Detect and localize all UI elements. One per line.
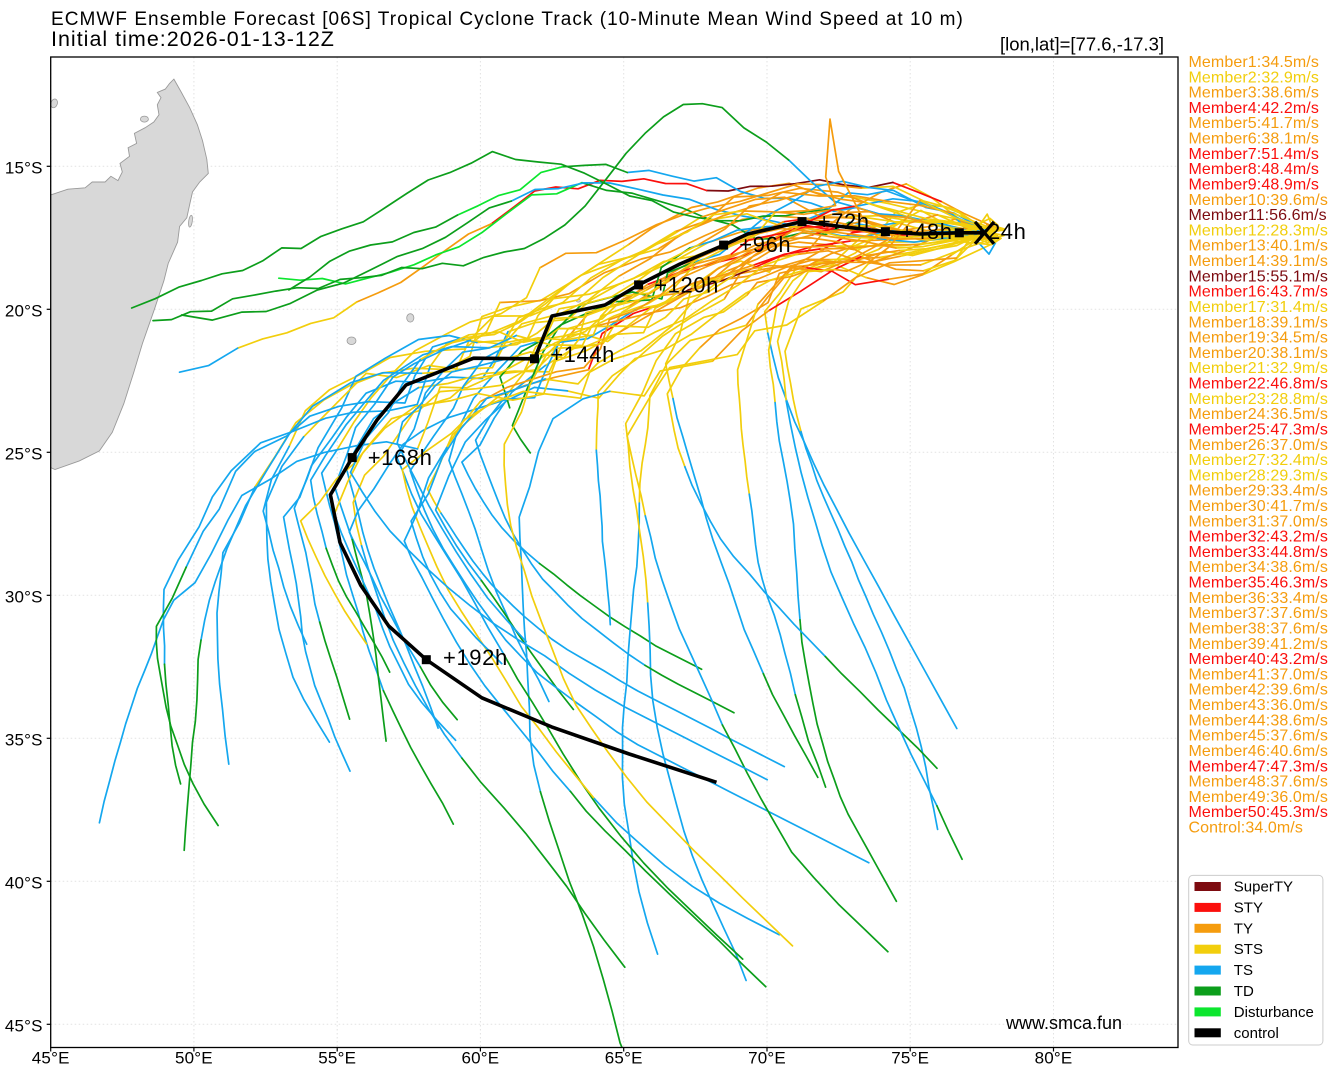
svg-text:Member4:42.2m/s: Member4:42.2m/s <box>1189 100 1319 117</box>
svg-text:45°E: 45°E <box>32 1049 70 1068</box>
svg-text:Member7:51.4m/s: Member7:51.4m/s <box>1189 146 1319 163</box>
svg-text:Member44:38.6m/s: Member44:38.6m/s <box>1189 712 1328 729</box>
svg-text:Disturbance: Disturbance <box>1234 1004 1314 1021</box>
svg-text:Member30:41.7m/s: Member30:41.7m/s <box>1189 498 1328 515</box>
svg-text:TD: TD <box>1234 983 1254 1000</box>
svg-text:Member20:38.1m/s: Member20:38.1m/s <box>1189 345 1328 362</box>
svg-text:Member31:37.0m/s: Member31:37.0m/s <box>1189 513 1328 530</box>
svg-text:Member1:34.5m/s: Member1:34.5m/s <box>1189 54 1319 71</box>
svg-text:Member50:45.3m/s: Member50:45.3m/s <box>1189 804 1328 821</box>
svg-text:Member19:34.5m/s: Member19:34.5m/s <box>1189 330 1328 347</box>
svg-text:Member23:28.8m/s: Member23:28.8m/s <box>1189 391 1328 408</box>
svg-text:Member33:44.8m/s: Member33:44.8m/s <box>1189 544 1328 561</box>
svg-text:Member45:37.6m/s: Member45:37.6m/s <box>1189 728 1328 745</box>
svg-text:60°E: 60°E <box>461 1049 499 1068</box>
svg-text:Member17:31.4m/s: Member17:31.4m/s <box>1189 299 1328 316</box>
svg-text:Member11:56.6m/s: Member11:56.6m/s <box>1189 207 1327 224</box>
svg-text:50°E: 50°E <box>175 1049 213 1068</box>
svg-text:70°E: 70°E <box>748 1049 786 1068</box>
svg-text:Member14:39.1m/s: Member14:39.1m/s <box>1189 253 1328 270</box>
svg-text:40°S: 40°S <box>5 873 43 892</box>
svg-text:Member3:38.6m/s: Member3:38.6m/s <box>1189 85 1319 102</box>
svg-text:30°S: 30°S <box>5 587 43 606</box>
svg-text:Member25:47.3m/s: Member25:47.3m/s <box>1189 421 1328 438</box>
svg-text:Member42:39.6m/s: Member42:39.6m/s <box>1189 682 1328 699</box>
svg-text:65°E: 65°E <box>605 1049 643 1068</box>
svg-text:Member39:41.2m/s: Member39:41.2m/s <box>1189 636 1328 653</box>
svg-text:Member2:32.9m/s: Member2:32.9m/s <box>1189 69 1319 86</box>
svg-text:[lon,lat]=[77.6,-17.3]: [lon,lat]=[77.6,-17.3] <box>1000 34 1164 55</box>
svg-text:15°S: 15°S <box>5 158 43 177</box>
svg-text:Member48:37.6m/s: Member48:37.6m/s <box>1189 774 1328 791</box>
svg-text:Member32:43.2m/s: Member32:43.2m/s <box>1189 529 1328 546</box>
svg-text:35°S: 35°S <box>5 730 43 749</box>
svg-text:TS: TS <box>1234 962 1253 979</box>
svg-text:Member21:32.9m/s: Member21:32.9m/s <box>1189 360 1328 377</box>
svg-text:Member46:40.6m/s: Member46:40.6m/s <box>1189 743 1328 760</box>
svg-text:Member38:37.6m/s: Member38:37.6m/s <box>1189 621 1328 638</box>
svg-text:+96h: +96h <box>739 232 791 257</box>
svg-text:Initial time:2026-01-13-12Z: Initial time:2026-01-13-12Z <box>51 27 335 51</box>
svg-text:www.smca.fun: www.smca.fun <box>1005 1013 1122 1033</box>
svg-text:STY: STY <box>1234 899 1263 916</box>
svg-text:Member15:55.1m/s: Member15:55.1m/s <box>1189 268 1328 285</box>
svg-text:Member13:40.1m/s: Member13:40.1m/s <box>1189 238 1328 255</box>
svg-text:SuperTY: SuperTY <box>1234 879 1293 896</box>
svg-text:+144h: +144h <box>550 342 615 367</box>
svg-text:control: control <box>1234 1025 1279 1042</box>
svg-text:Member29:33.4m/s: Member29:33.4m/s <box>1189 483 1328 500</box>
svg-text:75°E: 75°E <box>891 1049 929 1068</box>
svg-text:+24h: +24h <box>975 219 1027 244</box>
svg-text:Member41:37.0m/s: Member41:37.0m/s <box>1189 666 1328 683</box>
svg-text:TY: TY <box>1234 920 1253 937</box>
svg-text:+120h: +120h <box>654 273 719 298</box>
svg-text:Member43:36.0m/s: Member43:36.0m/s <box>1189 697 1328 714</box>
svg-text:+192h: +192h <box>443 645 508 670</box>
svg-text:Member12:28.3m/s: Member12:28.3m/s <box>1189 222 1328 239</box>
svg-text:STS: STS <box>1234 941 1263 958</box>
svg-text:55°E: 55°E <box>318 1049 356 1068</box>
svg-text:Member36:33.4m/s: Member36:33.4m/s <box>1189 590 1328 607</box>
svg-text:Member18:39.1m/s: Member18:39.1m/s <box>1189 314 1328 331</box>
svg-text:Member9:48.9m/s: Member9:48.9m/s <box>1189 177 1319 194</box>
svg-text:+48h: +48h <box>901 219 953 244</box>
svg-text:80°E: 80°E <box>1035 1049 1073 1068</box>
svg-text:Member47:47.3m/s: Member47:47.3m/s <box>1189 758 1328 775</box>
svg-text:20°S: 20°S <box>5 301 43 320</box>
svg-text:+72h: +72h <box>818 209 870 234</box>
svg-text:Member5:41.7m/s: Member5:41.7m/s <box>1189 115 1319 132</box>
svg-text:Control:34.0m/s: Control:34.0m/s <box>1189 820 1303 837</box>
svg-text:Member40:43.2m/s: Member40:43.2m/s <box>1189 651 1328 668</box>
svg-text:Member24:36.5m/s: Member24:36.5m/s <box>1189 406 1328 423</box>
svg-text:Member28:29.3m/s: Member28:29.3m/s <box>1189 467 1328 484</box>
svg-text:Member37:37.6m/s: Member37:37.6m/s <box>1189 605 1328 622</box>
svg-text:Member27:32.4m/s: Member27:32.4m/s <box>1189 452 1328 469</box>
svg-text:Member6:38.1m/s: Member6:38.1m/s <box>1189 131 1319 148</box>
svg-text:45°S: 45°S <box>5 1016 43 1035</box>
svg-text:Member22:46.8m/s: Member22:46.8m/s <box>1189 376 1328 393</box>
svg-text:Member8:48.4m/s: Member8:48.4m/s <box>1189 161 1319 178</box>
svg-text:Member35:46.3m/s: Member35:46.3m/s <box>1189 575 1328 592</box>
svg-text:ECMWF Ensemble Forecast [06S]: ECMWF Ensemble Forecast [06S] Tropical C… <box>51 9 964 30</box>
svg-text:Member49:36.0m/s: Member49:36.0m/s <box>1189 789 1328 806</box>
svg-text:Member26:37.0m/s: Member26:37.0m/s <box>1189 437 1328 454</box>
svg-text:+168h: +168h <box>368 445 433 470</box>
svg-text:Member34:38.6m/s: Member34:38.6m/s <box>1189 559 1328 576</box>
svg-text:25°S: 25°S <box>5 444 43 463</box>
svg-text:Member16:43.7m/s: Member16:43.7m/s <box>1189 284 1328 301</box>
svg-text:Member10:39.6m/s: Member10:39.6m/s <box>1189 192 1328 209</box>
